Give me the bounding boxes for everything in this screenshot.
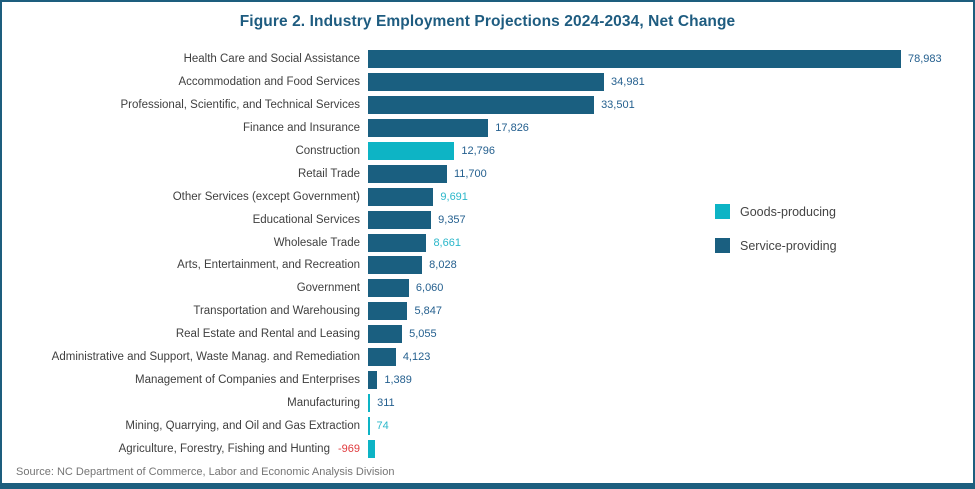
category-label: Other Services (except Government) bbox=[172, 190, 360, 203]
category-label: Agriculture, Forestry, Fishing and Hunti… bbox=[118, 442, 360, 455]
category-label: Finance and Insurance bbox=[243, 122, 360, 135]
service-providing-swatch-icon bbox=[715, 238, 730, 253]
value-label: 8,028 bbox=[429, 259, 457, 272]
category-label: Management of Companies and Enterprises bbox=[134, 373, 360, 386]
chart-row: Wholesale Trade 8,661 bbox=[14, 231, 967, 254]
chart-row: Arts, Entertainment, and Recreation 8,028 bbox=[14, 254, 967, 277]
bar bbox=[368, 348, 396, 367]
legend-label-goods-producing: Goods-producing bbox=[740, 204, 836, 219]
bar bbox=[368, 325, 403, 344]
bar-chart-rows: Health Care and Social Assistance 78,983 A… bbox=[14, 48, 967, 460]
chart-row: Manufacturing 311 bbox=[14, 391, 967, 414]
value-label: 1,389 bbox=[384, 373, 412, 386]
category-label: Construction bbox=[295, 145, 360, 157]
value-label: 74 bbox=[376, 419, 389, 432]
value-label: 9,357 bbox=[438, 213, 466, 226]
bar bbox=[368, 50, 901, 69]
bar bbox=[368, 416, 370, 435]
category-label: Retail Trade bbox=[297, 167, 360, 180]
value-label: 311 bbox=[377, 396, 395, 409]
chart-row: Other Services (except Government) 9,691 bbox=[14, 185, 967, 208]
bar bbox=[368, 119, 489, 138]
value-label: 4,123 bbox=[402, 351, 431, 364]
bar bbox=[368, 164, 447, 183]
chart-row: Administrative and Support, Waste Manag.… bbox=[14, 346, 967, 369]
category-label: Mining, Quarrying, and Oil and Gas Extra… bbox=[125, 419, 360, 432]
bar bbox=[368, 256, 423, 275]
category-label: Health Care and Social Assistance bbox=[183, 53, 360, 66]
legend-item-goods-producing: Goods-producing bbox=[715, 204, 837, 219]
value-label: 34,981 bbox=[611, 76, 645, 89]
bar bbox=[368, 187, 434, 206]
bar bbox=[368, 302, 408, 321]
value-label: 9,691 bbox=[440, 190, 468, 203]
legend-item-service-providing: Service-providing bbox=[715, 238, 837, 253]
chart-row: Management of Companies and Enterprises 1… bbox=[14, 368, 967, 391]
category-label: Government bbox=[296, 282, 360, 295]
category-label: Arts, Entertainment, and Recreation bbox=[177, 259, 360, 272]
bar bbox=[368, 96, 595, 115]
chart-row: Mining, Quarrying, and Oil and Gas Extra… bbox=[14, 414, 967, 437]
value-label: 78,983 bbox=[908, 53, 942, 66]
chart-row: Professional, Scientific, and Technical … bbox=[14, 94, 967, 117]
category-label: Administrative and Support, Waste Manag.… bbox=[51, 351, 360, 364]
source-note: Source: NC Department of Commerce, Labor… bbox=[16, 466, 395, 478]
chart-row: Construction 12,796 bbox=[14, 140, 967, 163]
goods-producing-swatch-icon bbox=[715, 204, 730, 219]
bar bbox=[368, 439, 375, 458]
value-label: 6,060 bbox=[415, 282, 444, 295]
bar bbox=[368, 279, 409, 298]
bar bbox=[368, 233, 427, 252]
bar bbox=[368, 370, 378, 389]
value-label: 5,847 bbox=[414, 305, 442, 318]
chart-row: Health Care and Social Assistance 78,983 bbox=[14, 48, 967, 71]
chart-row: Accommodation and Food Services 34,981 bbox=[14, 71, 967, 94]
value-label: 8,661 bbox=[433, 236, 461, 249]
category-label: Accommodation and Food Services bbox=[178, 76, 360, 89]
chart-legend: Goods-producing Service-providing bbox=[715, 204, 837, 253]
chart-row: Transportation and Warehousing 5,847 bbox=[14, 300, 967, 323]
legend-label-service-providing: Service-providing bbox=[740, 238, 837, 253]
category-label: Wholesale Trade bbox=[273, 236, 360, 249]
chart-row: Finance and Insurance 17,826 bbox=[14, 117, 967, 140]
chart-row: Real Estate and Rental and Leasing 5,055 bbox=[14, 323, 967, 346]
value-label: 11,700 bbox=[453, 167, 487, 180]
category-label: Educational Services bbox=[252, 213, 360, 226]
chart-row: Agriculture, Forestry, Fishing and Hunti… bbox=[14, 437, 967, 460]
value-label: 17,826 bbox=[495, 122, 529, 135]
bar bbox=[368, 210, 432, 229]
category-label: Manufacturing bbox=[287, 396, 360, 409]
category-label: Real Estate and Rental and Leasing bbox=[175, 328, 360, 341]
bar bbox=[368, 142, 455, 160]
value-label: 5,055 bbox=[409, 328, 437, 341]
value-label: 33,501 bbox=[601, 99, 635, 112]
chart-row: Retail Trade 11,700 bbox=[14, 162, 967, 185]
value-label: -969 bbox=[337, 442, 360, 455]
bar bbox=[368, 393, 371, 412]
bar bbox=[368, 73, 605, 92]
value-label: 12,796 bbox=[461, 145, 495, 157]
chart-title: Figure 2. Industry Employment Projection… bbox=[239, 13, 736, 30]
category-label: Professional, Scientific, and Technical … bbox=[120, 99, 361, 112]
category-label: Transportation and Warehousing bbox=[193, 305, 360, 318]
chart-row: Educational Services 9,357 bbox=[14, 208, 967, 231]
chart-row: Government 6,060 bbox=[14, 277, 967, 300]
